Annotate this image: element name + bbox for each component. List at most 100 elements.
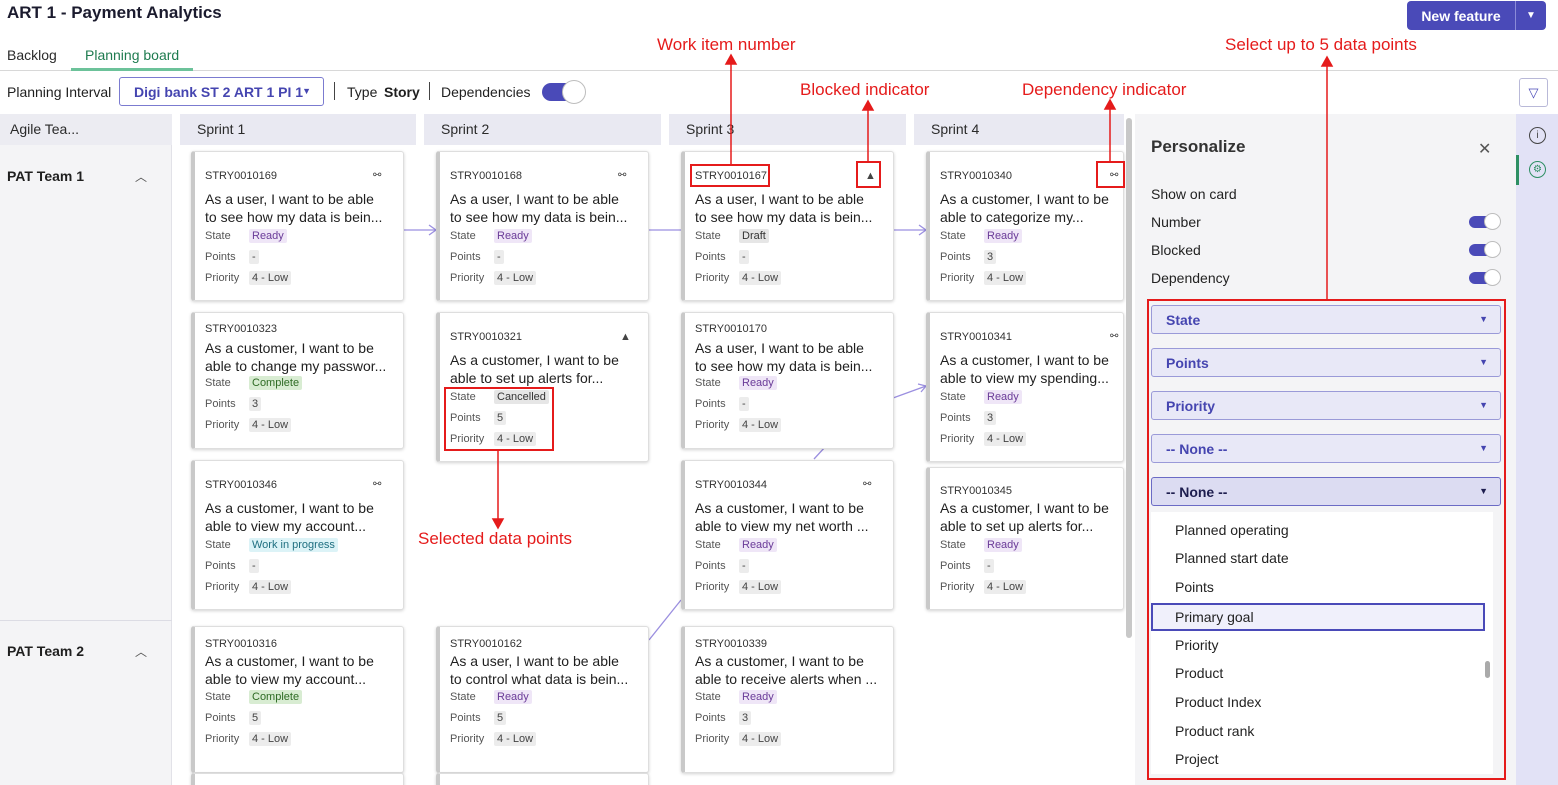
field-label: Priority	[450, 272, 485, 284]
story-card[interactable]: STRY0010341 As a customer, I want to be ab…	[926, 312, 1124, 462]
field-label: Points	[940, 251, 971, 263]
caret-down-icon: ▼	[1479, 400, 1488, 410]
story-card[interactable]: STRY0010167 As a user, I want to be able t…	[681, 151, 894, 301]
dependency-toggle[interactable]	[1469, 269, 1501, 286]
data-point-select-4[interactable]: -- None -- ▼	[1151, 434, 1501, 463]
board-scrollbar[interactable]	[1126, 118, 1132, 638]
gear-icon[interactable]: ⚙	[1529, 161, 1546, 178]
data-point-select-2[interactable]: Points ▼	[1151, 348, 1501, 377]
story-card[interactable]: STRY0010168 As a user, I want to be able t…	[436, 151, 649, 301]
page-title: ART 1 - Payment Analytics	[7, 3, 222, 22]
desc-line: As a customer, I want to be	[940, 191, 1109, 207]
field-label: Priority	[695, 419, 730, 431]
story-card[interactable]: STRY0010346 As a customer, I want to be ab…	[191, 460, 404, 610]
card-description: As a customer, I want to be able to view …	[205, 499, 397, 535]
annotation-work-item-number: Work item number	[657, 35, 796, 54]
field-label: Priority	[205, 581, 240, 593]
tab-backlog[interactable]: Backlog	[7, 47, 57, 63]
data-point-select-3[interactable]: Priority ▼	[1151, 391, 1501, 420]
dropdown-option[interactable]: Project	[1175, 751, 1219, 767]
planning-interval-select[interactable]: Digi bank ST 2 ART 1 PI 1 ▼	[119, 77, 324, 106]
annotation-box-selected	[444, 387, 554, 451]
field-value-state: Complete	[249, 690, 303, 704]
dropdown-option[interactable]: Product Index	[1175, 694, 1262, 710]
story-card-partial[interactable]	[191, 773, 404, 785]
chevron-down-icon[interactable]: ▼	[1526, 10, 1536, 21]
annotation-box-dependency	[1096, 161, 1125, 188]
board-toolbar: Planning Interval Digi bank ST 2 ART 1 P…	[0, 76, 1558, 108]
active-indicator	[1516, 155, 1519, 185]
rail-item-personalize[interactable]: ⚙	[1516, 155, 1558, 185]
desc-line: able to view my account...	[205, 671, 367, 687]
field-value-priority: 4 - Low	[249, 732, 292, 746]
desc-line: As a customer, I want to be	[695, 500, 864, 516]
planning-interval-label: Planning Interval	[7, 84, 112, 100]
field-value-points: -	[739, 250, 749, 264]
story-card[interactable]: STRY0010344 As a customer, I want to be ab…	[681, 460, 894, 610]
field-value-state: Ready	[249, 229, 287, 243]
dropdown-option[interactable]: Product rank	[1175, 723, 1255, 739]
desc-line: As a customer, I want to be	[205, 340, 374, 356]
chevron-up-icon[interactable]: ︿	[135, 170, 148, 184]
field-label: Priority	[695, 733, 730, 745]
story-card[interactable]: STRY0010316 As a customer, I want to be ab…	[191, 626, 404, 773]
field-label: Priority	[695, 581, 730, 593]
dropdown-option[interactable]: Planned start date	[1175, 550, 1289, 566]
info-icon[interactable]: i	[1529, 127, 1546, 144]
select-value: State	[1166, 312, 1201, 328]
field-value-priority: 4 - Low	[739, 418, 782, 432]
field-label: State	[450, 691, 476, 703]
dropdown-scrollbar[interactable]	[1485, 661, 1490, 678]
field-label: State	[695, 539, 721, 551]
close-icon[interactable]: ✕	[1478, 141, 1492, 158]
annotation-dependency-indicator: Dependency indicator	[1022, 80, 1187, 99]
story-card[interactable]: STRY0010340 As a customer, I want to be ab…	[926, 151, 1124, 301]
data-point-select-1[interactable]: State ▼	[1151, 305, 1501, 334]
story-card[interactable]: STRY0010170 As a user, I want to be able t…	[681, 312, 894, 449]
personalize-panel: Personalize ✕ Show on card Number Blocke…	[1135, 114, 1516, 785]
field-label: State	[695, 691, 721, 703]
field-value-priority: 4 - Low	[739, 732, 782, 746]
story-card[interactable]: STRY0010169 As a user, I want to be able t…	[191, 151, 404, 301]
panel-title: Personalize	[1151, 137, 1246, 156]
desc-line: able to set up alerts for...	[940, 518, 1094, 534]
work-item-number: STRY0010321	[450, 331, 522, 343]
tab-planning-board[interactable]: Planning board	[85, 47, 180, 63]
field-value-priority: 4 - Low	[494, 271, 537, 285]
dependency-icon: ⚯	[373, 170, 382, 181]
dependencies-toggle[interactable]	[542, 80, 586, 104]
story-card-partial[interactable]	[436, 773, 649, 785]
data-point-select-5[interactable]: -- None -- ▼	[1151, 477, 1501, 506]
planning-interval-value: Digi bank ST 2 ART 1 PI 1	[134, 84, 304, 100]
dependency-icon: ⚯	[1110, 331, 1119, 342]
toggle-knob	[1484, 213, 1501, 230]
story-card[interactable]: STRY0010339 As a customer, I want to be ab…	[681, 626, 894, 773]
story-card[interactable]: STRY0010345 As a customer, I want to be ab…	[926, 467, 1124, 610]
number-toggle[interactable]	[1469, 213, 1501, 230]
dropdown-option[interactable]: Points	[1175, 579, 1214, 595]
dropdown-option[interactable]: Priority	[1175, 637, 1219, 653]
field-value-state: Ready	[984, 390, 1022, 404]
sprint-header: Sprint 3	[669, 114, 906, 145]
dependency-icon: ⚯	[373, 479, 382, 490]
field-value-points: 3	[249, 397, 262, 411]
dropdown-option[interactable]: Product	[1175, 665, 1224, 681]
type-value[interactable]: Story	[384, 84, 420, 100]
field-value-points: 3	[984, 250, 997, 264]
story-card[interactable]: STRY0010162 As a user, I want to be able t…	[436, 626, 649, 773]
new-feature-button[interactable]: New feature ▼	[1407, 1, 1546, 30]
card-description: As a customer, I want to be able to view …	[205, 652, 397, 688]
toggle-label-number: Number	[1151, 214, 1201, 230]
filter-button[interactable]: ▽	[1519, 78, 1548, 107]
field-value-state: Complete	[249, 376, 303, 390]
dropdown-option[interactable]: Planned operating	[1175, 522, 1289, 538]
work-item-number: STRY0010339	[695, 638, 767, 650]
blocked-toggle[interactable]	[1469, 241, 1501, 258]
new-feature-label[interactable]: New feature	[1407, 1, 1516, 30]
dropdown-option-highlighted[interactable]: Primary goal	[1151, 603, 1485, 631]
desc-line: to see how my data is bein...	[450, 209, 628, 225]
story-card[interactable]: STRY0010323 As a customer, I want to be ab…	[191, 312, 404, 449]
chevron-up-icon[interactable]: ︿	[135, 645, 148, 659]
field-value-priority: 4 - Low	[984, 271, 1027, 285]
field-label: State	[205, 377, 231, 389]
